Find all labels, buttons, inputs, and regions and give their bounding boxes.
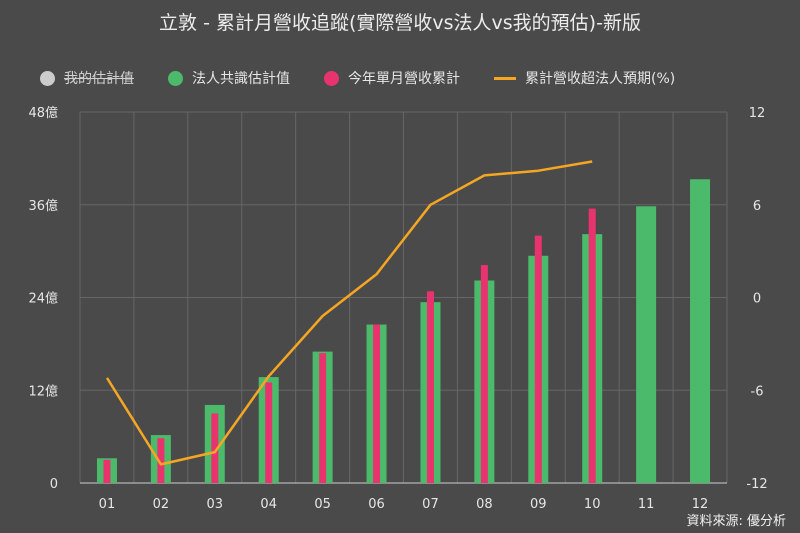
source-note: 資料來源: 優分析 [686, 514, 786, 529]
actual-bar [319, 353, 327, 483]
y-left-tick-label: 0 [50, 477, 58, 492]
legend-item-2[interactable]: 今年單月營收累計 [324, 68, 460, 88]
x-tick-label: 04 [260, 497, 277, 512]
x-tick-label: 03 [207, 497, 224, 512]
consensus-bar [636, 206, 657, 483]
legend-dot-icon [168, 70, 183, 86]
actual-bar [265, 382, 273, 483]
y-left-tick-label: 24億 [28, 291, 58, 307]
y-right-tick-label: 12 [749, 106, 766, 121]
legend-item-0[interactable]: 我的估計值 [40, 68, 134, 88]
y-right-tick-label: -6 [751, 384, 764, 399]
x-tick-label: 08 [476, 497, 493, 512]
legend-item-1[interactable]: 法人共識估計值 [168, 68, 290, 88]
legend-line-icon [494, 76, 516, 80]
chart-title: 立敦 - 累計月營收追蹤(實際營收vs法人vs我的預估)-新版 [159, 12, 641, 34]
x-tick-label: 11 [638, 497, 655, 512]
actual-bar [426, 291, 434, 483]
x-tick-label: 07 [422, 497, 439, 512]
x-tick-label: 12 [692, 497, 709, 512]
legend: 我的估計值 法人共識估計值 今年單月營收累計 累計營收超法人預期(%) [40, 66, 675, 90]
y-right-tick-label: 6 [753, 199, 761, 214]
y-left-tick-label: 48億 [28, 105, 58, 121]
x-tick-label: 02 [153, 497, 170, 512]
y-right-tick-label: 0 [753, 292, 761, 307]
actual-bar [211, 413, 219, 483]
x-tick-label: 05 [314, 497, 331, 512]
legend-dot-icon [40, 70, 55, 86]
y-left-tick-label: 12億 [28, 383, 58, 399]
legend-dot-icon [324, 70, 339, 86]
x-tick-label: 01 [99, 497, 116, 512]
actual-bar [534, 235, 542, 483]
legend-item-3[interactable]: 累計營收超法人預期(%) [494, 68, 675, 88]
actual-bar [373, 324, 381, 483]
y-left-tick-label: 36億 [28, 198, 58, 214]
legend-label: 法人共識估計值 [192, 71, 290, 87]
actual-bar [103, 459, 111, 483]
actual-bar [480, 265, 488, 483]
x-tick-label: 09 [530, 497, 547, 512]
legend-label: 累計營收超法人預期(%) [525, 71, 676, 87]
consensus-bar [690, 179, 711, 483]
actual-bar [588, 208, 596, 484]
legend-label: 今年單月營收累計 [348, 71, 460, 87]
x-tick-label: 10 [584, 497, 601, 512]
y-right-tick-label: -12 [746, 477, 767, 492]
x-tick-label: 06 [368, 497, 385, 512]
legend-label: 我的估計值 [64, 71, 134, 87]
surprise-line [105, 160, 593, 466]
actual-bar [157, 438, 165, 483]
